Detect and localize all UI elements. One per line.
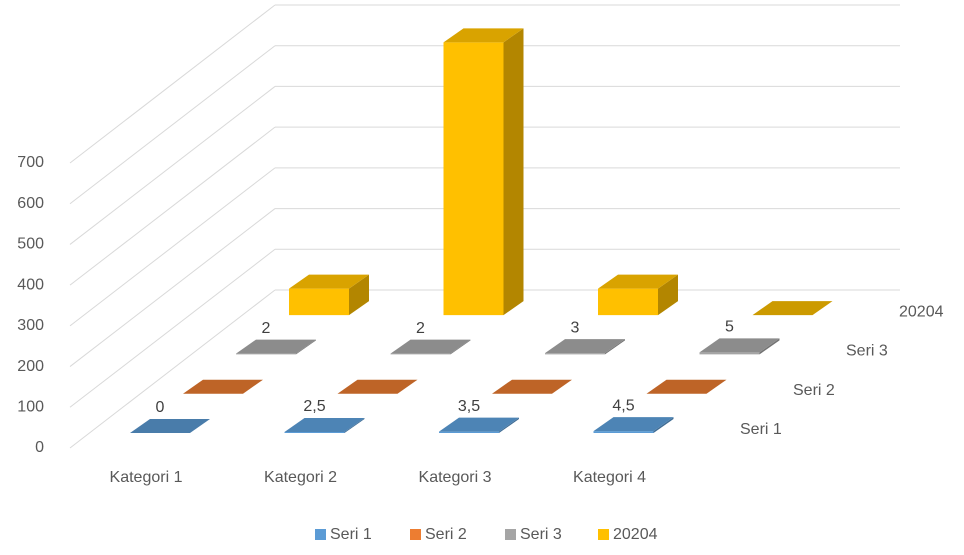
y-tick-label: 500 — [17, 236, 44, 253]
bar-side — [349, 274, 369, 316]
depth-label: 20204 — [899, 303, 944, 320]
grid-line — [69, 167, 276, 327]
y-tick-label: 300 — [17, 317, 44, 334]
bar-top — [183, 379, 263, 394]
legend-label: Seri 2 — [425, 526, 467, 543]
bar-side — [296, 339, 316, 355]
bar — [439, 417, 519, 433]
bar-side — [450, 339, 471, 355]
bar-front — [390, 353, 451, 355]
y-tick-label: 100 — [17, 399, 44, 416]
data-label: 5 — [725, 319, 734, 336]
bar — [598, 274, 678, 316]
y-tick-label: 700 — [17, 154, 44, 171]
y-tick-label: 200 — [17, 358, 44, 375]
bar-top — [699, 338, 780, 353]
x-tick-label: Kategori 2 — [264, 469, 337, 486]
bar-side — [653, 417, 674, 433]
bar-top — [492, 379, 572, 394]
bar-front — [545, 353, 605, 355]
data-label: 3,5 — [458, 398, 480, 415]
bar-top — [289, 274, 369, 289]
bar — [545, 339, 625, 355]
bar-top — [236, 339, 316, 354]
bar — [646, 379, 727, 394]
bar-side — [605, 339, 625, 355]
bar-front — [699, 352, 760, 355]
bar-top — [337, 379, 418, 394]
legend-label: 20204 — [613, 526, 658, 543]
grid-line — [69, 126, 276, 286]
bar-front — [284, 431, 345, 433]
bar-top — [284, 417, 365, 432]
bar — [284, 417, 365, 433]
bar — [236, 339, 316, 355]
bar-front — [593, 431, 654, 433]
legend-swatch — [410, 529, 421, 540]
y-tick-label: 600 — [17, 195, 44, 212]
grid-line — [69, 208, 276, 367]
x-tick-label: Kategori 1 — [110, 469, 183, 486]
bar-front — [289, 288, 349, 316]
legend-swatch — [505, 529, 516, 540]
bar-top — [752, 301, 833, 316]
bar-top — [390, 339, 471, 354]
data-label: 3 — [571, 319, 580, 336]
legend-swatch — [598, 529, 609, 540]
data-label: 4,5 — [612, 397, 634, 414]
bar-front — [443, 42, 504, 316]
depth-label: Seri 2 — [793, 382, 835, 399]
bar-side — [503, 28, 524, 316]
bar — [492, 379, 572, 394]
bar-top — [545, 339, 625, 354]
y-tick-label: 0 — [35, 439, 44, 456]
bar-side — [344, 417, 365, 433]
grid-line — [69, 248, 276, 408]
x-tick-label: Kategori 4 — [573, 469, 646, 486]
bar-top — [439, 417, 519, 432]
depth-label: Seri 1 — [740, 421, 782, 438]
legend-swatch — [315, 529, 326, 540]
grid-line — [69, 86, 276, 245]
grid-line — [69, 4, 276, 164]
bar-front — [439, 431, 499, 433]
bar-side — [658, 274, 678, 316]
grid-line — [69, 45, 276, 205]
bar-front — [598, 288, 658, 316]
bar-front — [236, 353, 296, 355]
bar — [183, 379, 263, 394]
bar — [337, 379, 418, 394]
y-tick-label: 400 — [17, 276, 44, 293]
bar-top — [598, 274, 678, 289]
bar-top — [593, 417, 674, 432]
legend-label: Seri 3 — [520, 526, 562, 543]
bar-side — [759, 338, 780, 355]
legend-label: Seri 1 — [330, 526, 372, 543]
data-label: 2,5 — [303, 398, 325, 415]
data-label: 2 — [262, 320, 271, 337]
bar — [289, 274, 369, 316]
bar — [130, 419, 210, 433]
bar — [390, 339, 471, 355]
depth-label: Seri 3 — [846, 343, 888, 360]
bar-top — [443, 28, 524, 43]
bar — [443, 28, 524, 316]
bar-side — [499, 417, 519, 433]
data-label: 2 — [416, 320, 425, 337]
x-tick-label: Kategori 3 — [419, 469, 492, 486]
grid-line — [69, 289, 276, 449]
data-label: 0 — [156, 399, 165, 416]
bar-top — [130, 419, 210, 433]
bar-top — [646, 379, 727, 394]
bar — [593, 417, 674, 433]
bar — [699, 338, 780, 355]
bar — [752, 301, 833, 316]
